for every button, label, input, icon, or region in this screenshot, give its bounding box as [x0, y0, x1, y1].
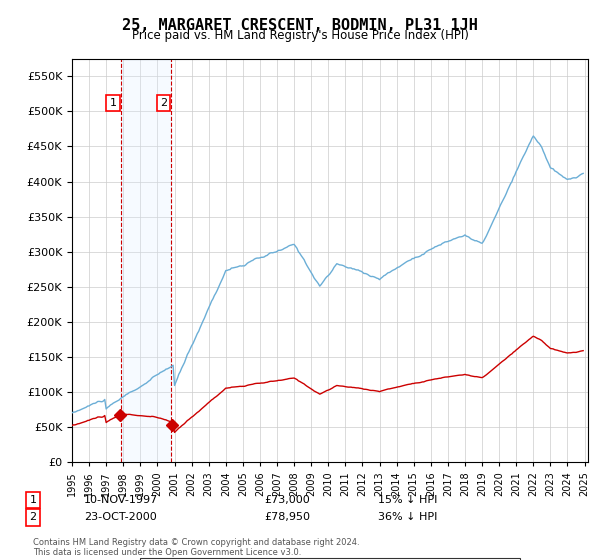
Text: 1: 1	[29, 495, 37, 505]
Text: 10-NOV-1997: 10-NOV-1997	[84, 495, 158, 505]
Text: 1: 1	[110, 98, 116, 108]
Text: 23-OCT-2000: 23-OCT-2000	[84, 512, 157, 522]
Text: £73,000: £73,000	[264, 495, 310, 505]
Text: 2: 2	[160, 98, 167, 108]
Text: 2: 2	[29, 512, 37, 522]
Text: 25, MARGARET CRESCENT, BODMIN, PL31 1JH: 25, MARGARET CRESCENT, BODMIN, PL31 1JH	[122, 18, 478, 33]
Text: £78,950: £78,950	[264, 512, 310, 522]
Text: 15% ↓ HPI: 15% ↓ HPI	[378, 495, 437, 505]
Bar	[121, 59, 171, 462]
Text: Contains HM Land Registry data © Crown copyright and database right 2024.
This d: Contains HM Land Registry data © Crown c…	[33, 538, 359, 557]
Text: 36% ↓ HPI: 36% ↓ HPI	[378, 512, 437, 522]
Text: Price paid vs. HM Land Registry's House Price Index (HPI): Price paid vs. HM Land Registry's House …	[131, 29, 469, 42]
Legend: 25, MARGARET CRESCENT, BODMIN, PL31 1JH (detached house), HPI: Average price, de: 25, MARGARET CRESCENT, BODMIN, PL31 1JH …	[140, 558, 520, 560]
